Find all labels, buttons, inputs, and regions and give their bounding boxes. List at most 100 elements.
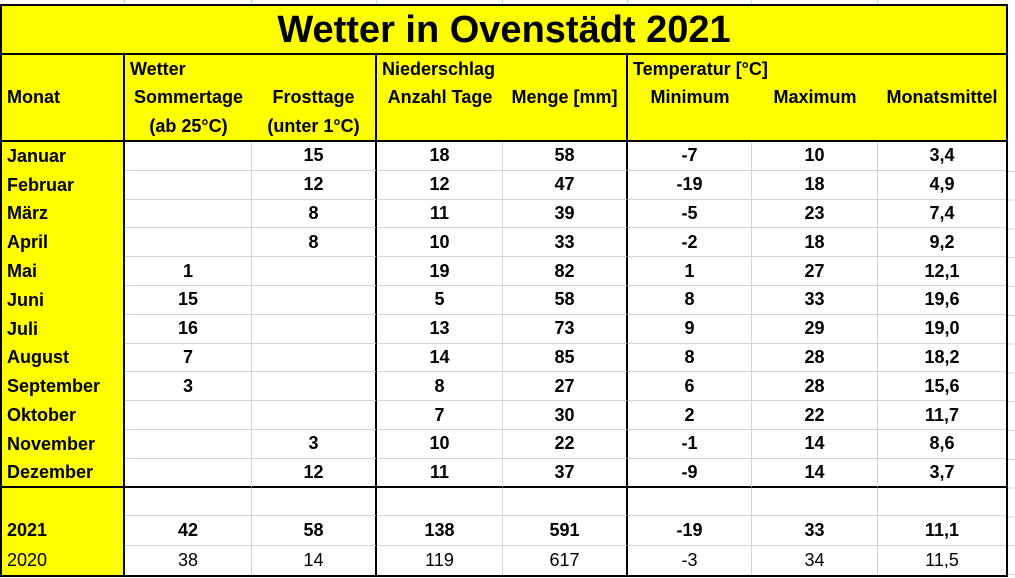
value-cell-anzahl-tage[interactable]: 10 — [377, 429, 503, 459]
value-cell-maximum[interactable]: 22 — [752, 401, 878, 430]
value-cell-sommertage[interactable]: 42 — [125, 515, 252, 546]
value-cell-frosttage[interactable]: 12 — [252, 458, 377, 488]
value-cell-minimum[interactable]: -2 — [628, 228, 752, 258]
value-cell-anzahl-tage[interactable]: 5 — [377, 285, 503, 315]
value-cell-monatsmittel[interactable]: 8,6 — [878, 429, 1006, 459]
header-frosttage[interactable]: Frosttage — [252, 83, 377, 112]
value-cell-anzahl-tage[interactable]: 12 — [377, 170, 503, 200]
header-blank-cell[interactable] — [2, 55, 125, 83]
value-cell-minimum[interactable]: -9 — [628, 458, 752, 488]
value-cell-maximum[interactable] — [752, 487, 878, 516]
value-cell-maximum[interactable]: 28 — [752, 343, 878, 373]
value-cell-anzahl-tage[interactable]: 138 — [377, 515, 503, 546]
header-blank-cell[interactable] — [377, 112, 628, 140]
header-menge[interactable]: Menge [mm] — [503, 83, 628, 112]
value-cell-frosttage[interactable]: 15 — [252, 142, 377, 171]
value-cell-monatsmittel[interactable]: 15,6 — [878, 372, 1006, 402]
header-group-wetter[interactable]: Wetter — [125, 55, 377, 83]
value-cell-menge[interactable]: 22 — [503, 429, 628, 459]
value-cell-minimum[interactable]: 8 — [628, 343, 752, 373]
header-monatsmittel[interactable]: Monatsmittel — [886, 87, 998, 107]
value-cell-anzahl-tage[interactable]: 10 — [377, 228, 503, 258]
value-cell-monatsmittel[interactable]: 11,1 — [878, 515, 1006, 546]
value-cell-menge[interactable]: 27 — [503, 372, 628, 402]
value-cell-sommertage[interactable] — [125, 170, 252, 200]
row-label-cell[interactable]: März — [2, 199, 125, 229]
value-cell-minimum[interactable]: -19 — [628, 170, 752, 200]
header-blank-cell[interactable] — [628, 112, 1006, 140]
value-cell-frosttage[interactable]: 14 — [252, 545, 377, 575]
header-blank-cell[interactable] — [2, 112, 125, 140]
value-cell-frosttage[interactable]: 12 — [252, 170, 377, 200]
row-label-cell[interactable]: September — [2, 372, 125, 402]
value-cell-monatsmittel[interactable] — [878, 487, 1006, 516]
value-cell-menge[interactable]: 58 — [503, 142, 628, 171]
value-cell-minimum[interactable]: -19 — [628, 515, 752, 546]
row-label-cell[interactable]: Februar — [2, 170, 125, 200]
header-monat[interactable]: Monat — [2, 83, 125, 112]
value-cell-anzahl-tage[interactable]: 19 — [377, 257, 503, 286]
value-cell-menge[interactable]: 82 — [503, 257, 628, 286]
value-cell-sommertage[interactable] — [125, 458, 252, 488]
value-cell-sommertage[interactable] — [125, 142, 252, 171]
value-cell-monatsmittel[interactable]: 18,2 — [878, 343, 1006, 373]
value-cell-minimum[interactable]: -7 — [628, 142, 752, 171]
value-cell-maximum[interactable]: 18 — [752, 170, 878, 200]
value-cell-minimum[interactable]: -5 — [628, 199, 752, 229]
value-cell-minimum[interactable] — [628, 487, 752, 516]
value-cell-maximum[interactable]: 28 — [752, 372, 878, 402]
value-cell-menge[interactable]: 58 — [503, 285, 628, 315]
value-cell-frosttage[interactable]: 58 — [252, 515, 377, 546]
value-cell-anzahl-tage[interactable]: 11 — [377, 458, 503, 488]
value-cell-minimum[interactable]: -3 — [628, 545, 752, 575]
value-cell-menge[interactable]: 37 — [503, 458, 628, 488]
value-cell-monatsmittel[interactable]: 3,7 — [878, 458, 1006, 488]
value-cell-sommertage[interactable]: 7 — [125, 343, 252, 373]
header-sommertage[interactable]: Sommertage — [133, 87, 244, 107]
value-cell-frosttage[interactable] — [252, 343, 377, 373]
header-sub-sommertage[interactable]: (ab 25°C) — [149, 115, 228, 136]
row-label-cell[interactable] — [2, 487, 125, 516]
value-cell-menge[interactable]: 33 — [503, 228, 628, 258]
value-cell-monatsmittel[interactable]: 19,6 — [878, 285, 1006, 315]
row-label-cell[interactable]: 2021 — [2, 515, 125, 546]
value-cell-anzahl-tage[interactable]: 11 — [377, 199, 503, 229]
value-cell-menge[interactable]: 617 — [503, 545, 628, 575]
value-cell-sommertage[interactable]: 1 — [125, 257, 252, 286]
row-label-cell[interactable]: April — [2, 228, 125, 258]
value-cell-maximum[interactable]: 23 — [752, 199, 878, 229]
row-label-cell[interactable]: Dezember — [2, 458, 125, 488]
value-cell-menge[interactable]: 85 — [503, 343, 628, 373]
value-cell-monatsmittel[interactable]: 11,7 — [878, 401, 1006, 430]
value-cell-minimum[interactable]: 1 — [628, 257, 752, 286]
value-cell-maximum[interactable]: 33 — [752, 515, 878, 546]
value-cell-maximum[interactable]: 14 — [752, 458, 878, 488]
value-cell-minimum[interactable]: 2 — [628, 401, 752, 430]
value-cell-monatsmittel[interactable]: 11,5 — [878, 545, 1006, 575]
value-cell-frosttage[interactable]: 8 — [252, 228, 377, 258]
value-cell-minimum[interactable]: 9 — [628, 314, 752, 344]
value-cell-sommertage[interactable] — [125, 228, 252, 258]
value-cell-anzahl-tage[interactable]: 18 — [377, 142, 503, 171]
value-cell-monatsmittel[interactable]: 7,4 — [878, 199, 1006, 229]
value-cell-sommertage[interactable] — [125, 401, 252, 430]
value-cell-menge[interactable] — [503, 487, 628, 516]
value-cell-maximum[interactable]: 33 — [752, 285, 878, 315]
value-cell-maximum[interactable]: 27 — [752, 257, 878, 286]
header-minimum[interactable]: Minimum — [650, 87, 730, 107]
row-label-cell[interactable]: 2020 — [2, 545, 125, 575]
value-cell-sommertage[interactable] — [125, 487, 252, 516]
header-sub-frosttage[interactable]: (unter 1°C) — [252, 112, 377, 140]
value-cell-minimum[interactable]: 6 — [628, 372, 752, 402]
row-label-cell[interactable]: Mai — [2, 257, 125, 286]
value-cell-frosttage[interactable] — [252, 314, 377, 344]
row-label-cell[interactable]: Juli — [2, 314, 125, 344]
value-cell-sommertage[interactable]: 3 — [125, 372, 252, 402]
value-cell-anzahl-tage[interactable] — [377, 487, 503, 516]
value-cell-frosttage[interactable] — [252, 372, 377, 402]
value-cell-frosttage[interactable] — [252, 487, 377, 516]
value-cell-menge[interactable]: 591 — [503, 515, 628, 546]
value-cell-sommertage[interactable] — [125, 429, 252, 459]
value-cell-anzahl-tage[interactable]: 13 — [377, 314, 503, 344]
value-cell-frosttage[interactable]: 3 — [252, 429, 377, 459]
